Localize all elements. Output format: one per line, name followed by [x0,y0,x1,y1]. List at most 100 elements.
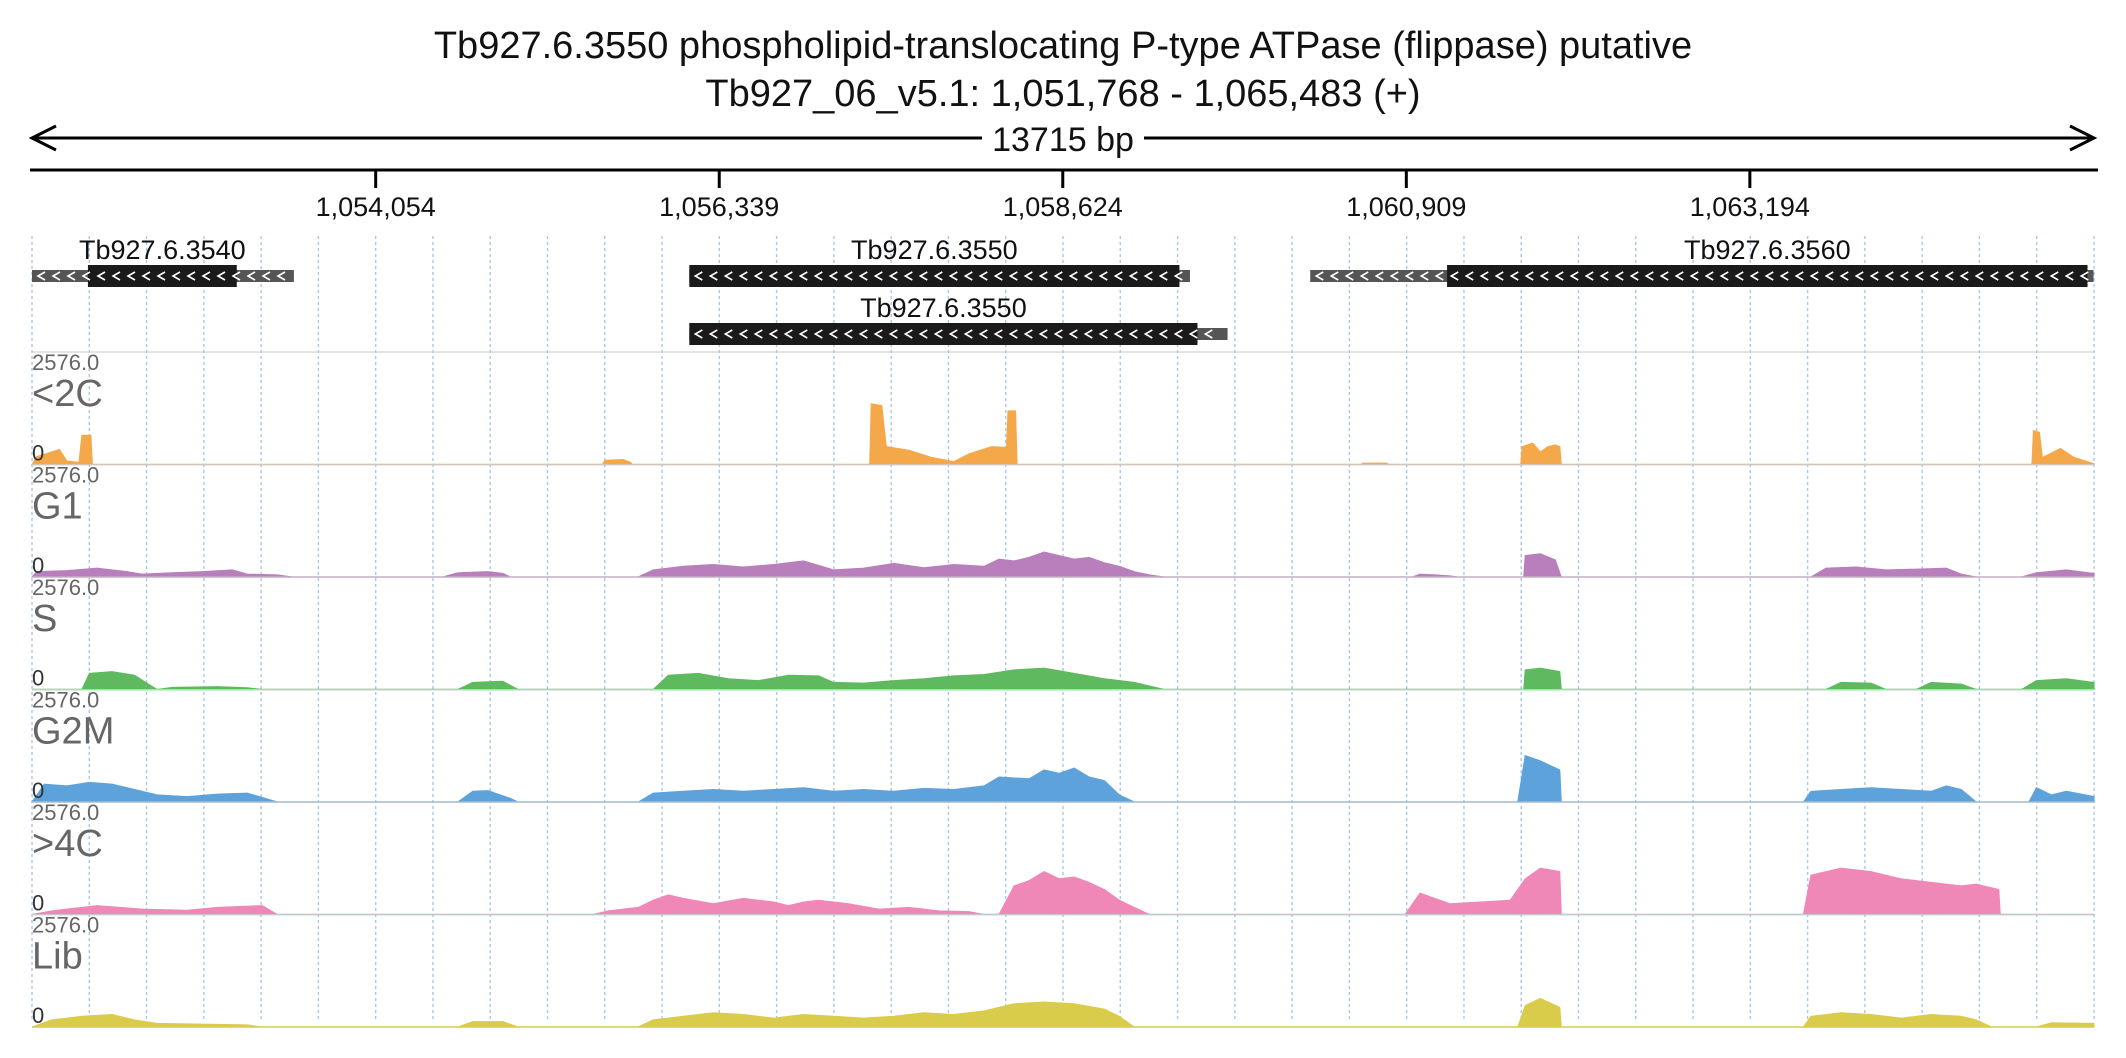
strand-arrow-icon [693,329,703,339]
header: Tb927.6.3550 phospholipid-translocating … [28,25,2098,159]
strand-arrow-icon [2004,271,2014,281]
strand-arrow-icon [126,271,136,281]
strand-arrow-icon [1584,271,1594,281]
strand-arrow-icon [1128,271,1138,281]
strand-arrow-icon [933,271,943,281]
span-indicator: 13715 bp [28,118,2098,159]
strand-arrow-icon [858,329,868,339]
gene-label: Tb927.6.3560 [1684,235,1851,265]
strand-arrow-icon [1008,271,1018,281]
strand-arrow-icon [753,271,763,281]
strand-arrow-icon [1143,329,1153,339]
strand-arrow-icon [1989,271,1999,281]
strand-arrow-icon [843,271,853,281]
strand-arrow-icon [873,329,883,339]
strand-arrow-icon [933,329,943,339]
strand-arrow-icon [1464,271,1474,281]
strand-arrow-icon [1884,271,1894,281]
track-ymin-label: 0 [32,891,44,916]
gene-label: Tb927.6.3540 [79,235,246,265]
ruler-tick-label: 1,058,624 [1003,192,1123,222]
strand-arrow-icon [858,271,868,281]
strand-arrow-icon [693,271,703,281]
strand-arrow-icon [1434,271,1444,281]
strand-arrow-icon [783,329,793,339]
track-ymax-label: 2576.0 [32,913,99,938]
strand-arrow-icon [828,329,838,339]
strand-arrow-icon [111,271,121,281]
strand-arrow-icon [2019,271,2029,281]
strand-arrow-icon [1113,271,1123,281]
strand-arrow-icon [948,271,958,281]
coverage-area [31,754,2095,803]
strand-arrow-icon [903,271,913,281]
strand-arrow-icon [1944,271,1954,281]
strand-arrow-icon [261,271,271,281]
strand-arrow-icon [1704,271,1714,281]
gene-cds [87,265,237,287]
strand-arrow-icon [798,329,808,339]
strand-arrow-icon [978,271,988,281]
strand-arrow-icon [873,271,883,281]
strand-arrow-icon [1854,271,1864,281]
strand-arrow-icon [1479,271,1489,281]
strand-arrow-icon [828,271,838,281]
strand-arrow-icon [1404,271,1414,281]
strand-arrow-icon [1098,271,1108,281]
track-ymin-label: 0 [32,1003,44,1028]
strand-arrow-icon [1158,329,1168,339]
gene-cds [689,323,1198,345]
strand-arrow-icon [96,271,106,281]
strand-arrow-icon [1374,271,1384,281]
strand-arrow-icon [141,271,151,281]
coverage-area [31,997,2095,1028]
strand-arrow-icon [1839,271,1849,281]
strand-arrow-icon [738,329,748,339]
strand-arrow-icon [1764,271,1774,281]
strand-arrow-icon [81,271,91,281]
strand-arrow-icon [66,271,76,281]
ruler-tick-label: 1,054,054 [316,192,436,222]
strand-arrow-icon [1038,271,1048,281]
strand-arrow-icon [1509,271,1519,281]
strand-arrow-icon [1083,329,1093,339]
track-ymax-label: 2576.0 [32,463,99,488]
strand-arrow-icon [1053,271,1063,281]
strand-arrow-icon [1068,329,1078,339]
strand-arrow-icon [1734,271,1744,281]
strand-arrow-icon [1419,271,1429,281]
strand-arrow-icon [1023,329,1033,339]
strand-arrow-icon [51,271,61,281]
strand-arrow-icon [963,271,973,281]
track-name: >4C [32,823,103,865]
strand-arrow-icon [1203,329,1213,339]
strand-arrow-icon [948,329,958,339]
figure-title: Tb927.6.3550 phospholipid-translocating … [434,25,1692,67]
strand-arrow-icon [1038,329,1048,339]
track-ymin-label: 0 [32,441,44,466]
strand-arrow-icon [1929,271,1939,281]
strand-arrow-icon [1113,329,1123,339]
strand-arrow-icon [1689,271,1699,281]
strand-arrow-icon [1524,271,1534,281]
strand-arrow-icon [1614,271,1624,281]
track-name: G2M [32,711,114,753]
strand-arrow-icon [1599,271,1609,281]
coverage-area [31,867,2094,915]
strand-arrow-icon [888,271,898,281]
strand-arrow-icon [1494,271,1504,281]
strand-arrow-icon [1068,271,1078,281]
strand-arrow-icon [2034,271,2044,281]
strand-arrow-icon [798,271,808,281]
strand-arrow-icon [1389,271,1399,281]
track-ymin-label: 0 [32,778,44,803]
coverage-track: 2576.0 0 Lib [31,913,2095,1028]
track-ymax-label: 2576.0 [32,575,99,600]
gene-model: Tb927.6.3560 [1310,235,2094,287]
span-arrow-left-icon [28,124,57,152]
strand-arrow-icon [1023,271,1033,281]
strand-arrow-icon [246,271,256,281]
strand-arrow-icon [783,271,793,281]
strand-arrow-icon [768,329,778,339]
strand-arrow-icon [201,271,211,281]
